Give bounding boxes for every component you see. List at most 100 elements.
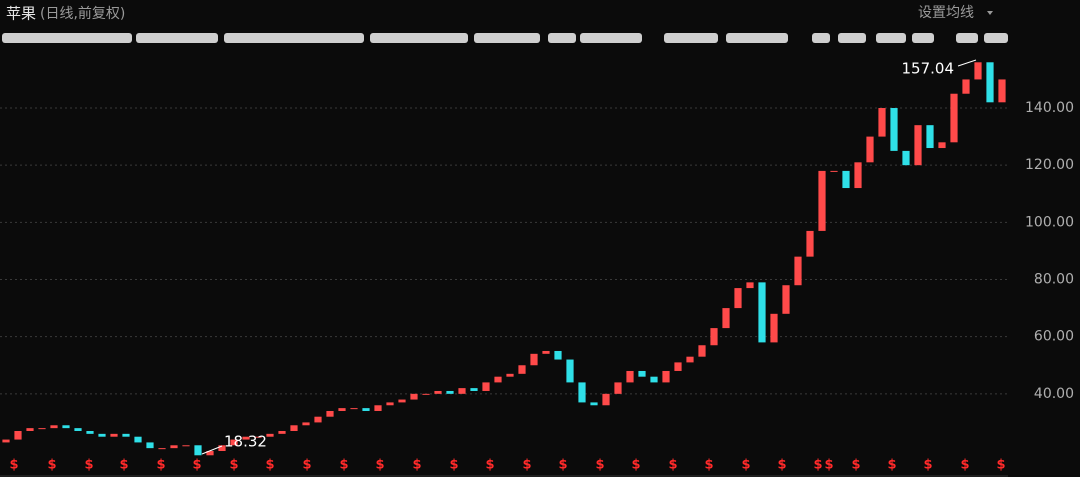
candle-body bbox=[866, 136, 874, 163]
dividend-marker: $ bbox=[777, 458, 786, 473]
candle-body bbox=[794, 256, 802, 286]
candle-body bbox=[2, 439, 10, 443]
candle-body bbox=[50, 425, 58, 429]
candle-body bbox=[182, 445, 190, 447]
candle-body bbox=[362, 408, 370, 411]
dividend-marker: $ bbox=[813, 458, 822, 473]
candle-body bbox=[290, 425, 298, 431]
candle-body bbox=[266, 433, 274, 437]
candle-body bbox=[890, 108, 898, 151]
dividend-marker: $ bbox=[119, 458, 128, 473]
candle-body bbox=[758, 282, 766, 343]
candle-body bbox=[626, 370, 634, 383]
candle-body bbox=[590, 402, 598, 406]
candle-body bbox=[278, 430, 286, 434]
dividend-marker: $ bbox=[631, 458, 640, 473]
candle-body bbox=[998, 79, 1006, 103]
candle-body bbox=[878, 108, 886, 137]
dividend-marker: $ bbox=[851, 458, 860, 473]
candle-body bbox=[302, 422, 310, 426]
dividend-marker: $ bbox=[595, 458, 604, 473]
low-label: 18.32 bbox=[224, 433, 267, 451]
candle-body bbox=[734, 288, 742, 309]
candle-body bbox=[314, 416, 322, 423]
candle-body bbox=[602, 393, 610, 406]
candle-body bbox=[374, 405, 382, 411]
dividend-marker: $ bbox=[522, 458, 531, 473]
candle-body bbox=[806, 230, 814, 257]
candle-body bbox=[578, 382, 586, 403]
dividend-marker: $ bbox=[47, 458, 56, 473]
dividend-marker: $ bbox=[192, 458, 201, 473]
candle-body bbox=[26, 428, 34, 431]
dividend-marker: $ bbox=[265, 458, 274, 473]
candle-body bbox=[686, 356, 694, 363]
candle-body bbox=[338, 408, 346, 411]
dividend-marker: $ bbox=[887, 458, 896, 473]
candle-body bbox=[206, 451, 214, 456]
dividend-marker: $ bbox=[156, 458, 165, 473]
candle-body bbox=[710, 328, 718, 346]
candle-body bbox=[674, 362, 682, 371]
candle-body bbox=[854, 162, 862, 189]
candle-body bbox=[470, 388, 478, 391]
low-pointer bbox=[201, 445, 223, 455]
candle-body bbox=[986, 62, 994, 103]
candle-body bbox=[950, 93, 958, 143]
candle-body bbox=[650, 376, 658, 383]
dividend-marker: $ bbox=[375, 458, 384, 473]
candle-body bbox=[530, 353, 538, 366]
candle-body bbox=[398, 399, 406, 403]
high-pointer bbox=[957, 59, 977, 67]
candle-body bbox=[446, 390, 454, 394]
candle-body bbox=[542, 350, 550, 354]
dividend-marker: $ bbox=[302, 458, 311, 473]
candle-body bbox=[554, 350, 562, 360]
y-tick-label: 100.00 bbox=[1025, 214, 1074, 230]
dividend-marker: $ bbox=[9, 458, 18, 473]
candle-body bbox=[194, 445, 202, 456]
candle-body bbox=[242, 436, 250, 440]
candle-body bbox=[926, 125, 934, 149]
candle-body bbox=[494, 376, 502, 383]
dividend-marker: $ bbox=[449, 458, 458, 473]
candle-body bbox=[434, 390, 442, 394]
dividend-marker: $ bbox=[704, 458, 713, 473]
candle-body bbox=[146, 442, 154, 449]
candle-body bbox=[386, 402, 394, 406]
candle-body bbox=[170, 445, 178, 449]
candle-body bbox=[326, 410, 334, 417]
dividend-marker: $ bbox=[485, 458, 494, 473]
dividend-marker: $ bbox=[824, 458, 833, 473]
dividend-marker: $ bbox=[412, 458, 421, 473]
candle-body bbox=[458, 388, 466, 394]
candle-body bbox=[410, 393, 418, 400]
dividend-marker: $ bbox=[229, 458, 238, 473]
dividend-marker: $ bbox=[668, 458, 677, 473]
y-tick-label: 120.00 bbox=[1025, 157, 1074, 173]
ma-setting[interactable]: 设置均线 bbox=[918, 5, 974, 21]
candle-body bbox=[698, 345, 706, 357]
dividend-marker: $ bbox=[558, 458, 567, 473]
candle-body bbox=[842, 170, 850, 189]
candle-body bbox=[938, 142, 946, 149]
y-tick-label: 80.00 bbox=[1034, 272, 1074, 288]
candle-body bbox=[14, 430, 22, 440]
candle-body bbox=[914, 125, 922, 166]
candle-body bbox=[974, 62, 982, 80]
y-tick-label: 140.00 bbox=[1025, 100, 1074, 116]
event-markers bbox=[2, 33, 1008, 43]
candle-body bbox=[746, 282, 754, 289]
dividend-marker: $ bbox=[996, 458, 1005, 473]
dropdown-arrow[interactable] bbox=[987, 11, 993, 15]
candle-body bbox=[98, 433, 106, 437]
candle-body bbox=[506, 373, 514, 377]
candle-body bbox=[62, 425, 70, 429]
candle-body bbox=[830, 170, 838, 172]
candle-body bbox=[254, 436, 262, 438]
candle-body bbox=[482, 382, 490, 391]
dividend-marker: $ bbox=[339, 458, 348, 473]
candle-body bbox=[110, 433, 118, 437]
candle-body bbox=[566, 359, 574, 383]
